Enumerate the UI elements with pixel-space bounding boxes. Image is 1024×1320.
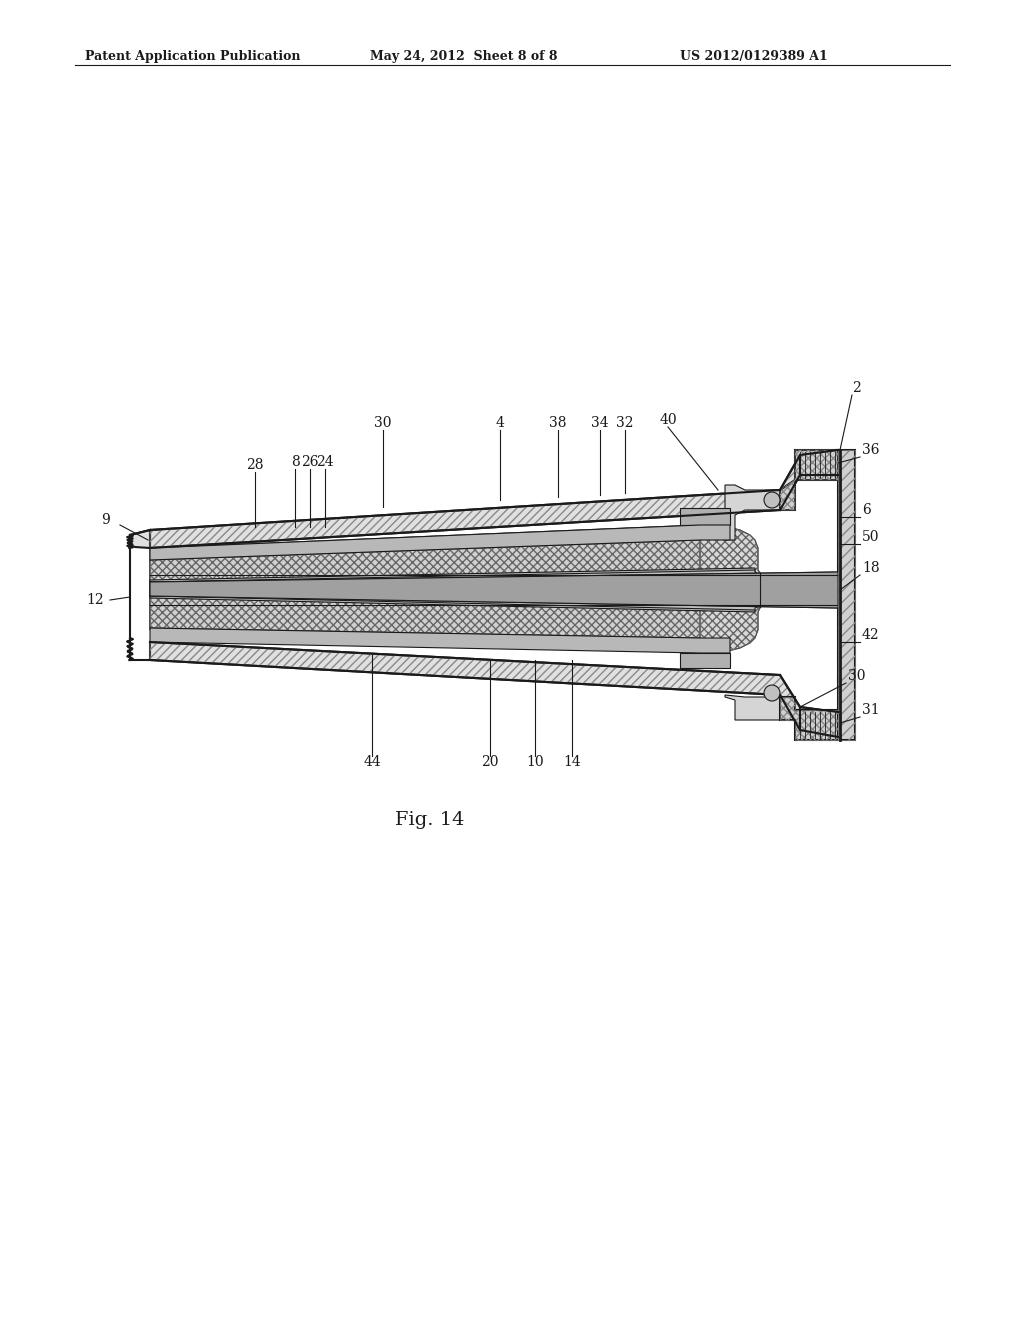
Polygon shape <box>838 450 855 741</box>
Polygon shape <box>150 568 840 612</box>
Polygon shape <box>725 484 795 540</box>
Text: 24: 24 <box>316 455 334 469</box>
Text: 28: 28 <box>246 458 264 473</box>
Text: 44: 44 <box>364 755 381 770</box>
Text: 31: 31 <box>862 704 880 717</box>
Text: 14: 14 <box>563 755 581 770</box>
Text: 20: 20 <box>481 755 499 770</box>
Polygon shape <box>150 450 840 548</box>
Text: 9: 9 <box>100 513 110 527</box>
Text: 36: 36 <box>862 444 880 457</box>
Text: 42: 42 <box>862 628 880 642</box>
Text: 40: 40 <box>659 413 677 426</box>
Text: 34: 34 <box>591 416 609 430</box>
Polygon shape <box>780 450 838 510</box>
Text: 30: 30 <box>374 416 392 430</box>
Text: 26: 26 <box>301 455 318 469</box>
Text: 18: 18 <box>862 561 880 576</box>
Text: 4: 4 <box>496 416 505 430</box>
Polygon shape <box>150 642 840 737</box>
Polygon shape <box>680 508 730 525</box>
Text: 32: 32 <box>616 416 634 430</box>
Text: 10: 10 <box>526 755 544 770</box>
Circle shape <box>764 685 780 701</box>
Text: 2: 2 <box>852 381 861 395</box>
Polygon shape <box>150 628 730 653</box>
Polygon shape <box>150 539 700 638</box>
Polygon shape <box>150 572 838 609</box>
Polygon shape <box>150 525 840 653</box>
Polygon shape <box>150 525 730 560</box>
Polygon shape <box>780 697 838 741</box>
Text: 50: 50 <box>862 531 880 544</box>
Text: 6: 6 <box>862 503 870 517</box>
Text: Patent Application Publication: Patent Application Publication <box>85 50 300 63</box>
Circle shape <box>764 492 780 508</box>
Polygon shape <box>130 531 150 548</box>
Text: 8: 8 <box>291 455 299 469</box>
Text: US 2012/0129389 A1: US 2012/0129389 A1 <box>680 50 827 63</box>
Text: Fig. 14: Fig. 14 <box>395 810 465 829</box>
Text: 38: 38 <box>549 416 566 430</box>
Text: 30: 30 <box>848 669 865 682</box>
Polygon shape <box>725 696 795 719</box>
Text: 12: 12 <box>86 593 103 607</box>
Polygon shape <box>680 653 730 668</box>
Text: May 24, 2012  Sheet 8 of 8: May 24, 2012 Sheet 8 of 8 <box>370 50 557 63</box>
